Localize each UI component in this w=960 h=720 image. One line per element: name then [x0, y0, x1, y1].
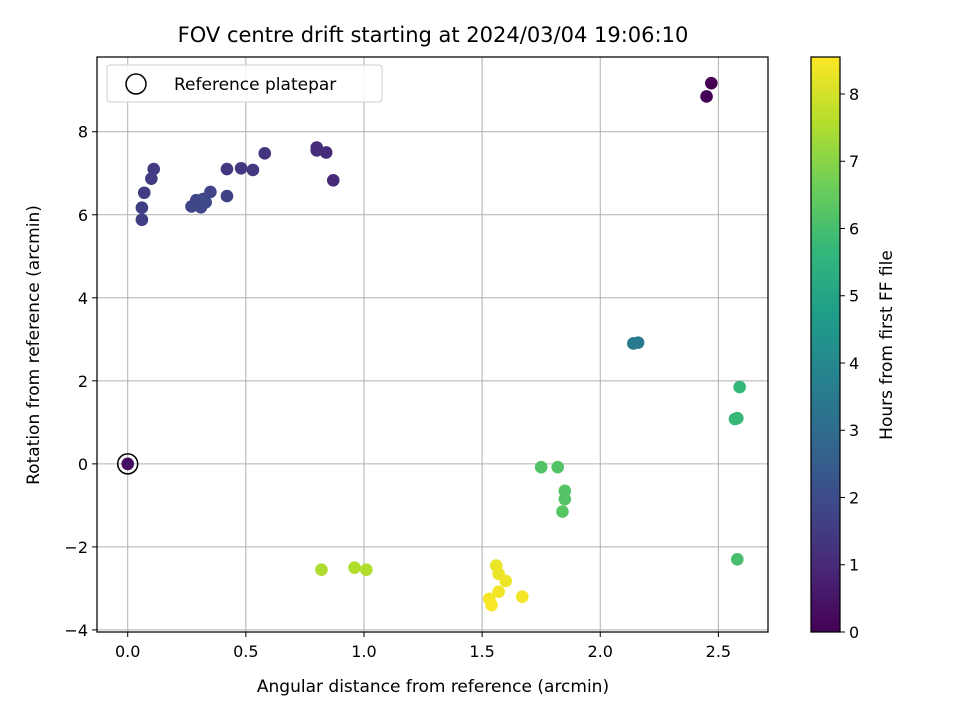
data-point [319, 146, 333, 159]
colorbar-tick-label: 5 [849, 287, 859, 306]
data-point [515, 590, 529, 604]
data-point [485, 598, 498, 612]
data-point [631, 336, 645, 349]
colorbar: 0 1 2 3 4 5 6 7 8 Hours from first FF file [810, 56, 897, 642]
data-point [730, 553, 744, 566]
colorbar-tick-label: 4 [849, 354, 859, 373]
chart-title: FOV centre drift starting at 2024/03/04 … [178, 23, 689, 47]
legend-marker-hollow-circle [125, 73, 147, 95]
colorbar-tick-label: 3 [849, 421, 859, 440]
colorbar-frame [810, 56, 841, 633]
colorbar-tick-label: 1 [849, 556, 859, 575]
data-point [135, 213, 149, 227]
legend-label: Reference platepar [174, 75, 336, 95]
grid [97, 57, 768, 632]
plot-frame [96, 56, 769, 633]
data-point [137, 186, 151, 200]
data-point [534, 460, 548, 474]
x-tick-label: 0.0 [115, 642, 140, 661]
data-point [499, 574, 513, 588]
data-point [258, 147, 272, 160]
data-point [700, 90, 713, 103]
x-tick-label: 2.5 [706, 642, 731, 661]
data-point [360, 563, 373, 577]
data-point [145, 172, 158, 185]
data-point [728, 412, 742, 426]
x-axis-ticks: 0.0 0.5 1.0 1.5 2.0 2.5 [115, 632, 731, 661]
colorbar-tick-label: 0 [849, 623, 859, 642]
y-tick-label: −2 [64, 538, 88, 557]
data-point [147, 162, 161, 176]
y-tick-label: 2 [78, 372, 88, 391]
x-tick-label: 2.0 [588, 642, 613, 661]
data-point [558, 492, 572, 506]
x-tick-label: 1.5 [469, 642, 494, 661]
colorbar-label: Hours from first FF file [877, 250, 897, 440]
data-point [556, 505, 569, 518]
x-tick-label: 1.0 [351, 642, 376, 661]
data-point [326, 174, 340, 187]
data-point [492, 585, 505, 599]
data-point [315, 563, 328, 577]
y-tick-label: −4 [64, 621, 88, 640]
data-point [220, 189, 234, 203]
y-tick-label: 6 [78, 206, 88, 225]
data-point [197, 192, 210, 206]
data-point [733, 380, 746, 394]
reference-marker [116, 453, 139, 475]
data-point [246, 163, 260, 177]
legend: Reference platepar [106, 64, 383, 103]
x-tick-label: 0.5 [233, 642, 258, 661]
y-axis-label: Rotation from reference (arcmin) [24, 205, 44, 485]
data-point [310, 144, 324, 157]
colorbar-ticks: 0 1 2 3 4 5 6 7 8 [840, 85, 859, 642]
data-point [551, 460, 565, 474]
data-point [348, 561, 361, 574]
x-axis-label: Angular distance from reference (arcmin) [257, 677, 609, 697]
reference-platepar-marker [116, 453, 139, 475]
data-point [234, 161, 248, 175]
colorbar-tick-label: 7 [849, 152, 859, 171]
data-point [135, 201, 149, 215]
data-point [121, 457, 135, 471]
colorbar-tick-label: 2 [849, 488, 859, 507]
y-tick-label: 8 [78, 123, 88, 142]
colorbar-tick-label: 8 [849, 85, 859, 104]
y-tick-label: 4 [78, 289, 88, 308]
colorbar-tick-label: 6 [849, 219, 859, 238]
legend-box [106, 64, 383, 103]
data-point [220, 162, 234, 176]
data-point [704, 76, 718, 90]
colorbar-gradient [811, 57, 840, 632]
y-tick-label: 0 [78, 455, 88, 474]
scatter-points [121, 76, 746, 612]
y-axis-ticks: −4 −2 0 2 4 6 8 [64, 123, 97, 640]
